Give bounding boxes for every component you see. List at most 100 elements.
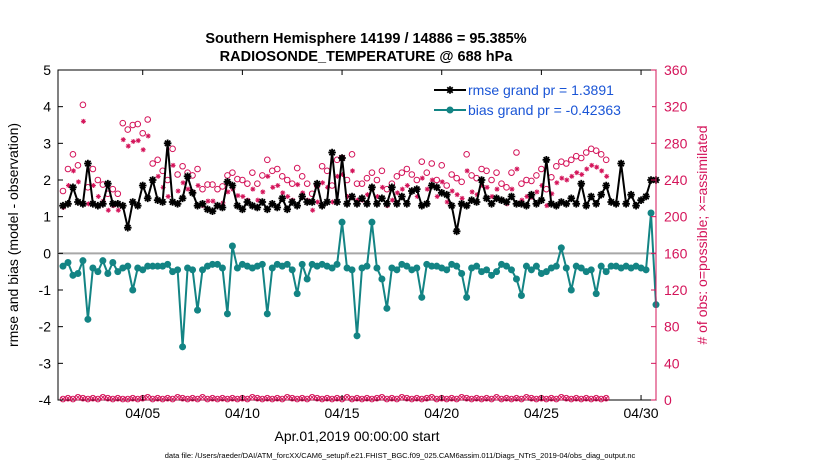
assimilated-upper-point: [345, 194, 351, 199]
rmse-point: [198, 200, 207, 208]
assimilated-point: [269, 396, 275, 402]
bias-point: [647, 209, 655, 217]
assimilated-point: [389, 395, 395, 401]
possible-point: [114, 190, 122, 198]
assimilated-upper-point: [250, 186, 256, 192]
possible-point: [418, 158, 426, 165]
bias-point: [104, 270, 112, 277]
bias-point: [268, 264, 276, 272]
rmse-point: [557, 198, 566, 206]
possible-point: [577, 154, 585, 162]
x-tick-label-4: 04/25: [524, 405, 559, 421]
bias-point: [233, 264, 241, 272]
assimilated-point: [115, 395, 121, 401]
rmse-point: [133, 201, 142, 210]
assimilated-point: [294, 396, 300, 402]
assimilated-point: [419, 396, 425, 402]
bias-point: [368, 218, 376, 226]
possible-bottom-point: [508, 395, 515, 403]
possible-point: [567, 156, 575, 164]
assimilated-point: [593, 395, 599, 401]
possible-bottom-point: [184, 395, 191, 403]
possible-point: [264, 156, 271, 164]
rmse-point: [118, 201, 127, 210]
assimilated-upper-point: [270, 184, 276, 190]
assimilated-upper-point: [489, 194, 495, 199]
assimilated-point: [409, 396, 415, 402]
assimilated-point: [155, 395, 161, 401]
possible-bottom-point: [567, 395, 575, 403]
assimilated-point: [70, 396, 76, 402]
possible-point: [553, 162, 560, 170]
assimilated-point: [354, 395, 360, 401]
rmse-point: [368, 183, 376, 192]
y-left-tick-label-8: 4: [43, 99, 51, 115]
assimilated-point: [464, 395, 470, 401]
bias-point: [522, 262, 530, 270]
bias-point: [154, 262, 162, 270]
possible-bottom-point: [577, 395, 585, 403]
assimilated-upper-point: [260, 189, 266, 195]
rmse-point: [403, 200, 411, 208]
possible-point: [453, 174, 460, 182]
assimilated-upper-point: [195, 183, 201, 188]
rmse-point: [143, 194, 152, 203]
rmse-point: [104, 179, 112, 188]
rmse-point: [228, 181, 237, 190]
rmse-point: [398, 192, 406, 201]
assimilated-upper-point: [524, 194, 530, 199]
assimilated-point: [130, 395, 136, 401]
rmse-point: [283, 205, 292, 214]
assimilated-upper-point: [604, 173, 610, 179]
rmse-point: [238, 205, 247, 214]
assimilated-upper-point: [125, 143, 131, 149]
possible-point: [134, 120, 142, 128]
possible-bottom-point: [159, 395, 166, 403]
assimilated-point: [90, 395, 96, 401]
possible-point: [463, 151, 470, 158]
possible-bottom-point: [413, 394, 421, 402]
possible-bottom-point: [164, 394, 171, 402]
rmse-point: [233, 201, 242, 210]
possible-bottom-point: [219, 394, 226, 402]
bias-point: [89, 264, 97, 272]
assimilated-upper-point: [414, 194, 420, 199]
rmse-point: [467, 196, 476, 204]
assimilated-point: [553, 396, 559, 402]
assimilated-point: [319, 396, 325, 402]
assimilated-upper-point: [340, 172, 346, 177]
rmse-point: [213, 201, 222, 210]
possible-bottom-point: [328, 395, 336, 403]
possible-point: [443, 182, 451, 189]
assimilated-point: [334, 395, 340, 401]
y-right-tick-label-7: 280: [664, 135, 688, 151]
assimilated-point: [110, 396, 116, 402]
possible-bottom-point: [533, 395, 540, 403]
y-axis-left-label: rmse and bias (model - observation): [5, 123, 21, 347]
rmse-point: [358, 194, 366, 203]
assimilated-point: [603, 395, 609, 401]
possible-bottom-point: [318, 395, 326, 403]
assimilated-point: [533, 396, 539, 402]
assimilated-upper-point: [419, 175, 425, 181]
possible-point: [59, 187, 67, 195]
possible-point: [239, 176, 246, 184]
bias-point: [228, 242, 236, 250]
rmse-point: [193, 201, 202, 210]
possible-bottom-point: [64, 394, 72, 402]
bias-point: [84, 315, 92, 323]
bias-point: [353, 332, 361, 340]
possible-point: [278, 173, 286, 180]
assimilated-point: [484, 395, 490, 401]
bias-point: [562, 264, 570, 272]
possible-point: [149, 160, 156, 167]
possible-point: [174, 171, 181, 178]
y-left-tick-label-5: 1: [43, 209, 51, 225]
assimilated-upper-point: [494, 186, 500, 192]
rmse-point: [612, 200, 620, 208]
rmse-point: [522, 201, 531, 210]
possible-bottom-point: [79, 394, 87, 402]
rmse-point: [422, 200, 431, 208]
rmse-point: [278, 194, 287, 203]
assimilated-point: [120, 396, 126, 402]
